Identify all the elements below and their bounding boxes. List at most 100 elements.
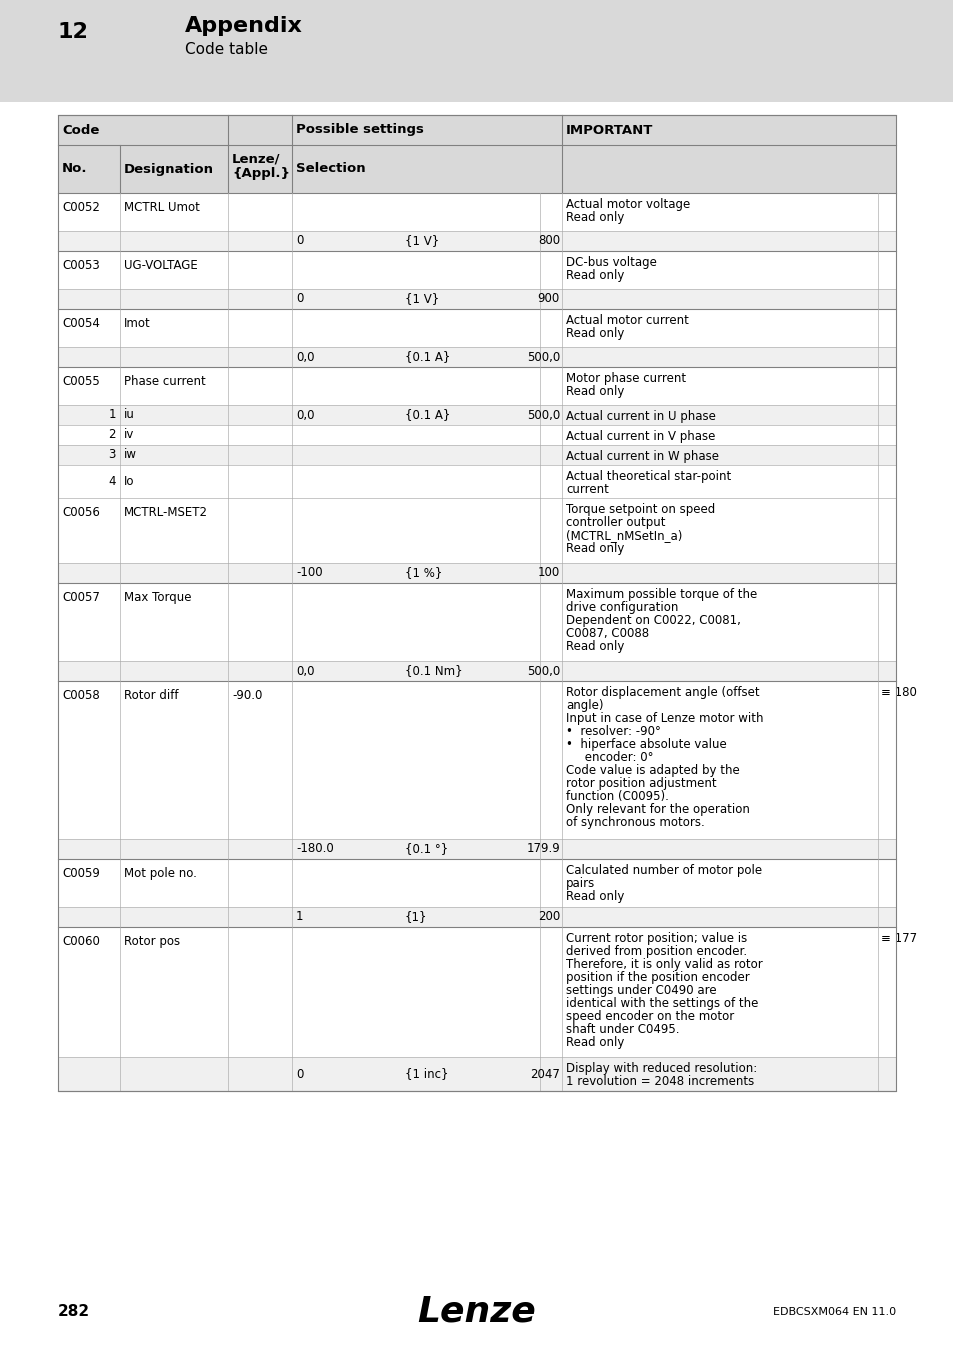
Text: Actual current in U phase: Actual current in U phase <box>565 410 715 423</box>
Text: •  hiperface absolute value: • hiperface absolute value <box>565 738 726 751</box>
Text: shaft under C0495.: shaft under C0495. <box>565 1023 679 1035</box>
Text: Read only: Read only <box>565 327 623 340</box>
Text: C0052: C0052 <box>62 201 100 215</box>
Text: {0.1 A}: {0.1 A} <box>405 409 450 421</box>
Text: 0: 0 <box>295 293 303 305</box>
Text: Lenze/: Lenze/ <box>232 153 280 166</box>
Text: 12: 12 <box>58 22 89 42</box>
Bar <box>58 662 895 680</box>
Text: encoder: 0°: encoder: 0° <box>565 751 653 764</box>
Text: Designation: Designation <box>124 162 213 176</box>
Bar <box>58 1057 895 1091</box>
Text: 0: 0 <box>295 1068 303 1080</box>
Text: {Appl.}: {Appl.} <box>232 167 290 180</box>
Text: C0054: C0054 <box>62 317 100 329</box>
Text: Actual current in V phase: Actual current in V phase <box>565 431 715 443</box>
Bar <box>58 115 895 1091</box>
Text: Rotor displacement angle (offset: Rotor displacement angle (offset <box>565 686 759 699</box>
Text: UG-VOLTAGE: UG-VOLTAGE <box>124 259 197 271</box>
Text: Max Torque: Max Torque <box>124 591 192 603</box>
Text: 0,0: 0,0 <box>295 409 314 421</box>
Text: 500,0: 500,0 <box>526 664 559 678</box>
Text: Code: Code <box>62 123 99 136</box>
Text: Actual theoretical star-point: Actual theoretical star-point <box>565 470 731 483</box>
Text: -180.0: -180.0 <box>295 842 334 856</box>
Text: 3: 3 <box>109 448 116 462</box>
Text: controller output: controller output <box>565 516 665 529</box>
Text: Dependent on C0022, C0081,: Dependent on C0022, C0081, <box>565 614 740 626</box>
Text: Rotor diff: Rotor diff <box>124 688 178 702</box>
Text: Motor phase current: Motor phase current <box>565 373 685 385</box>
Text: ≡ 180: ≡ 180 <box>880 686 916 699</box>
Text: •  resolver: -90°: • resolver: -90° <box>565 725 660 738</box>
Text: C0055: C0055 <box>62 375 100 387</box>
Text: MCTRL Umot: MCTRL Umot <box>124 201 200 215</box>
Bar <box>58 367 895 405</box>
Text: 1: 1 <box>109 409 116 421</box>
Text: Read only: Read only <box>565 640 623 653</box>
Text: 0,0: 0,0 <box>295 351 314 363</box>
Text: {1 V}: {1 V} <box>405 235 438 247</box>
Text: Display with reduced resolution:: Display with reduced resolution: <box>565 1062 757 1075</box>
Text: 2: 2 <box>109 428 116 441</box>
Text: IMPORTANT: IMPORTANT <box>565 123 653 136</box>
Text: {0.1 A}: {0.1 A} <box>405 351 450 363</box>
Text: {1 V}: {1 V} <box>405 293 438 305</box>
Text: 1: 1 <box>295 910 303 923</box>
Text: Maximum possible torque of the: Maximum possible torque of the <box>565 589 757 601</box>
Text: EDBCSXM064 EN 11.0: EDBCSXM064 EN 11.0 <box>772 1307 895 1318</box>
Bar <box>58 251 895 289</box>
Text: Rotor pos: Rotor pos <box>124 936 180 948</box>
Bar <box>58 583 895 662</box>
Text: Actual motor voltage: Actual motor voltage <box>565 198 690 211</box>
Text: 500,0: 500,0 <box>526 409 559 421</box>
Bar <box>0 0 953 103</box>
Text: 0: 0 <box>295 235 303 247</box>
Text: 800: 800 <box>537 235 559 247</box>
Text: C0059: C0059 <box>62 867 100 880</box>
Text: (MCTRL_nMSetIn_a): (MCTRL_nMSetIn_a) <box>565 529 681 541</box>
Bar <box>58 498 895 563</box>
Bar <box>58 563 895 583</box>
Bar <box>58 446 895 464</box>
Text: Selection: Selection <box>295 162 365 176</box>
Text: settings under C0490 are: settings under C0490 are <box>565 984 716 998</box>
Text: Code table: Code table <box>185 42 268 58</box>
Text: Io: Io <box>124 475 134 487</box>
Bar <box>58 907 895 927</box>
Text: 1 revolution = 2048 increments: 1 revolution = 2048 increments <box>565 1075 754 1088</box>
Text: position if the position encoder: position if the position encoder <box>565 971 749 984</box>
Text: {1}: {1} <box>405 910 427 923</box>
Text: rotor position adjustment: rotor position adjustment <box>565 778 716 790</box>
Bar <box>58 838 895 859</box>
Text: C0053: C0053 <box>62 259 100 271</box>
Text: Code value is adapted by the: Code value is adapted by the <box>565 764 739 778</box>
Bar <box>58 859 895 907</box>
Text: 200: 200 <box>537 910 559 923</box>
Text: derived from position encoder.: derived from position encoder. <box>565 945 746 958</box>
Text: {0.1 Nm}: {0.1 Nm} <box>405 664 462 678</box>
Bar <box>58 425 895 446</box>
Text: Lenze: Lenze <box>417 1295 536 1328</box>
Text: Read only: Read only <box>565 541 623 555</box>
Text: Mot pole no.: Mot pole no. <box>124 867 196 880</box>
Text: C0058: C0058 <box>62 688 100 702</box>
Text: ≡ 177: ≡ 177 <box>880 931 916 945</box>
Bar <box>58 289 895 309</box>
Text: Possible settings: Possible settings <box>295 123 423 136</box>
Bar <box>58 464 895 498</box>
Text: Actual current in W phase: Actual current in W phase <box>565 450 719 463</box>
Text: Only relevant for the operation: Only relevant for the operation <box>565 803 749 815</box>
Text: 4: 4 <box>109 475 116 487</box>
Text: of synchronous motors.: of synchronous motors. <box>565 815 704 829</box>
Bar <box>58 405 895 425</box>
Text: C0056: C0056 <box>62 506 100 518</box>
Text: current: current <box>565 483 608 495</box>
Text: MCTRL-MSET2: MCTRL-MSET2 <box>124 506 208 518</box>
Text: Read only: Read only <box>565 269 623 282</box>
Bar <box>58 347 895 367</box>
Bar <box>58 115 895 144</box>
Text: Imot: Imot <box>124 317 151 329</box>
Text: Actual motor current: Actual motor current <box>565 315 688 327</box>
Text: Read only: Read only <box>565 211 623 224</box>
